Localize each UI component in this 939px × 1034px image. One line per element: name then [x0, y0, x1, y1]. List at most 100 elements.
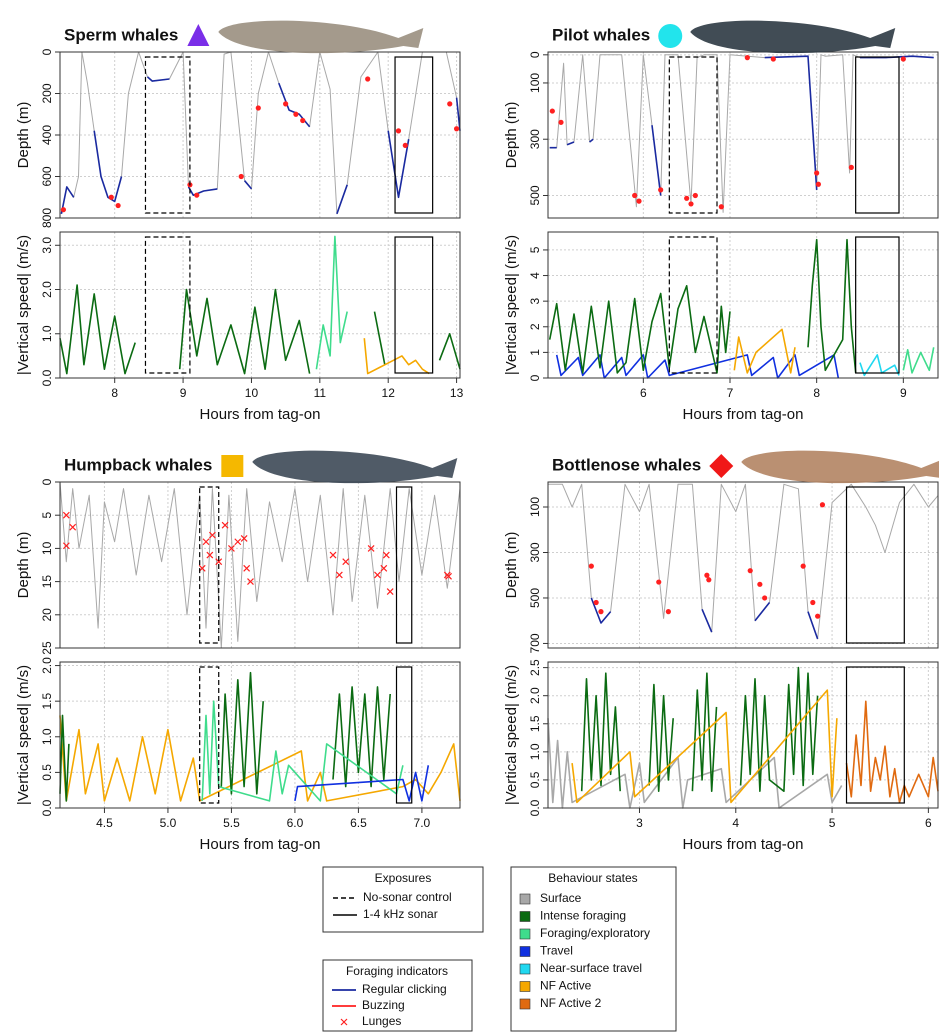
- legend-label: Lunges: [362, 1014, 401, 1028]
- y-tick-label: 1.0: [40, 325, 54, 342]
- buzz: [283, 101, 289, 107]
- speed-line: [902, 347, 935, 374]
- y-tick-label: 700: [528, 633, 542, 653]
- y-tick-label: 1: [528, 349, 542, 356]
- exposure-box: [144, 56, 191, 214]
- exposure-box: [394, 56, 434, 214]
- buzz: [558, 119, 564, 125]
- y-tick-label: 25: [40, 641, 54, 655]
- buzz: [684, 195, 690, 201]
- chart-title: Sperm whales: [64, 25, 178, 44]
- speed-line: [59, 284, 461, 375]
- depth-line: [60, 76, 461, 215]
- plot-frame: [59, 51, 461, 219]
- buzz: [747, 568, 753, 574]
- lunge: [202, 538, 210, 546]
- y-tick-label: 4: [528, 272, 542, 279]
- depth-line: [549, 55, 934, 196]
- depth-line: [59, 481, 461, 649]
- x-tick-label: 8: [111, 386, 118, 400]
- chart-title: Bottlenose whales: [552, 455, 701, 474]
- x-tick-label: 4.5: [96, 816, 113, 830]
- buzz: [770, 56, 776, 62]
- legend-marker: [340, 1018, 348, 1026]
- y-tick-label: 0: [528, 374, 542, 381]
- speed-line: [363, 338, 430, 375]
- legend-label: Intense foraging: [540, 909, 626, 923]
- buzz: [588, 563, 594, 569]
- y-tick-label: 100: [528, 497, 542, 517]
- legend-label: Regular clicking: [362, 982, 447, 996]
- legend-label: NF Active 2: [540, 996, 602, 1010]
- x-tick-label: 7: [727, 386, 734, 400]
- y-tick-label: 400: [40, 125, 54, 145]
- exposure-box: [199, 666, 220, 804]
- buzz: [656, 579, 662, 585]
- buzz: [762, 595, 768, 601]
- speed-line: [548, 238, 857, 374]
- exposure-box: [395, 666, 413, 804]
- y-tick-label: 100: [528, 73, 542, 93]
- buzz: [194, 192, 200, 198]
- speed-line: [571, 689, 838, 804]
- exposure-box: [855, 56, 900, 214]
- buzz: [704, 572, 710, 578]
- buzz: [402, 142, 408, 148]
- y-tick-label: 200: [40, 83, 54, 103]
- buzz: [593, 599, 599, 606]
- exposure-box: [845, 666, 905, 804]
- plot-area: [548, 232, 938, 378]
- y-axis-label: |Vertical speed| (m/s): [15, 665, 32, 805]
- exposure-box: [394, 236, 434, 374]
- y-tick-label: 3: [528, 298, 542, 305]
- lunge: [382, 551, 390, 559]
- legend-title: Foraging indicators: [346, 964, 448, 978]
- y-tick-label: 2.0: [528, 687, 542, 704]
- legend-label: 1-4 kHz sonar: [363, 907, 438, 921]
- lunge: [206, 551, 214, 559]
- exposure-box: [668, 236, 718, 374]
- speed-line: [580, 666, 819, 792]
- y-tick-label: 10: [40, 541, 54, 555]
- x-tick-label: 3: [636, 816, 643, 830]
- buzz: [692, 192, 698, 199]
- y-tick-label: 1.0: [40, 728, 54, 745]
- x-tick-label: 13: [450, 386, 464, 400]
- exposure-box: [855, 236, 900, 374]
- lunge: [62, 511, 70, 519]
- legend-title: Behaviour states: [548, 871, 637, 885]
- lunge: [247, 578, 254, 586]
- buzz: [632, 192, 638, 199]
- lunge: [215, 558, 223, 566]
- whale-illustration: [690, 20, 896, 54]
- buzz: [598, 609, 604, 615]
- x-tick-label: 9: [180, 386, 187, 400]
- buzz: [238, 173, 244, 180]
- y-tick-label: 0.0: [40, 799, 54, 816]
- buzz: [815, 613, 821, 619]
- buzz: [453, 126, 460, 132]
- plot-frame: [547, 231, 939, 379]
- x-tick-label: 11: [314, 386, 327, 400]
- buzz: [819, 502, 826, 508]
- buzz: [115, 202, 121, 209]
- exposure-box: [668, 56, 718, 214]
- y-tick-label: 500: [528, 588, 542, 608]
- exposures-legend-box: [322, 866, 484, 933]
- x-tick-label: 8: [813, 386, 820, 400]
- lunge: [342, 558, 350, 566]
- depth-line: [590, 597, 819, 640]
- legend-swatch: [519, 928, 531, 940]
- y-tick-label: 0.5: [40, 764, 54, 781]
- x-tick-label: 5.5: [223, 816, 240, 830]
- buzz: [810, 599, 816, 606]
- buzz: [757, 581, 763, 587]
- species-marker: [221, 455, 244, 477]
- lunge: [329, 551, 337, 559]
- buzz: [848, 164, 854, 170]
- x-tick-label: 9: [900, 386, 907, 400]
- plot-area: [60, 482, 460, 648]
- y-tick-label: 1.5: [528, 715, 542, 732]
- lunge: [445, 572, 452, 580]
